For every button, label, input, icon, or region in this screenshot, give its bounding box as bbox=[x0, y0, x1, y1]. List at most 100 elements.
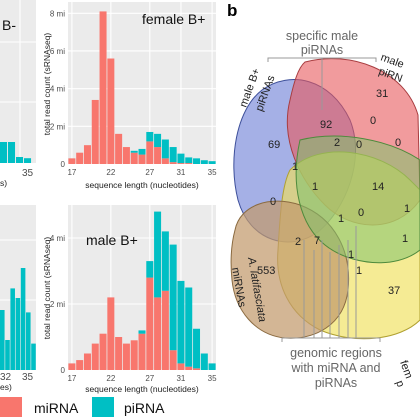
venn-set-overlap-green bbox=[295, 135, 420, 264]
male-bar-pirna-33 bbox=[193, 328, 201, 369]
male-bar-mirna-30 bbox=[169, 350, 177, 370]
venn-count-1-b: 1 bbox=[312, 181, 318, 193]
male-bar-mirna-32 bbox=[185, 366, 193, 370]
left-top-bar-0 bbox=[0, 142, 8, 163]
male-bar-mirna-19 bbox=[83, 353, 91, 370]
female-bar-pirna-30 bbox=[169, 147, 177, 163]
legend-swatch-pirna bbox=[92, 397, 114, 417]
left-bottom-bar-0 bbox=[0, 310, 5, 370]
male-bar-pirna-28 bbox=[154, 211, 162, 298]
female-bar-mirna-19 bbox=[83, 145, 91, 164]
female-chart-title: female B+ bbox=[142, 11, 205, 27]
left-top-bar-2 bbox=[16, 157, 24, 163]
female-y-tick-2: 4 mi bbox=[50, 85, 65, 94]
left-top-bar-1 bbox=[8, 142, 16, 163]
female-bar-pirna-27 bbox=[146, 131, 154, 142]
venn-count-0-c: 0 bbox=[395, 137, 401, 149]
female-bar-mirna-27 bbox=[146, 141, 154, 164]
venn-note-specific-male-2: piRNAs bbox=[301, 43, 343, 57]
female-bar-pirna-35 bbox=[208, 161, 216, 164]
female-x-tick-2: 27 bbox=[145, 168, 154, 177]
female-bar-mirna-23 bbox=[115, 133, 123, 164]
male-y-tick-0: 0 bbox=[61, 366, 66, 375]
male-bar-pirna-27 bbox=[146, 261, 154, 278]
left-top-bar-3 bbox=[24, 158, 32, 163]
male-bar-pirna-32 bbox=[185, 287, 193, 367]
chart-female-b-plus: 0 2 mi 4 mi 6 mi 8 mi 17 22 27 31 35 female B+ s… bbox=[42, 2, 217, 190]
female-x-tick-0: 17 bbox=[67, 168, 76, 177]
panel-label-b: b bbox=[227, 1, 237, 20]
male-x-axis-title: sequence length (nucleotides) bbox=[85, 384, 199, 394]
female-bars bbox=[68, 11, 216, 164]
female-bar-mirna-17 bbox=[68, 158, 76, 164]
male-bar-mirna-21 bbox=[99, 333, 107, 370]
male-bar-pirna-34 bbox=[200, 353, 208, 370]
venn-note-bottom-2: with miRNA and bbox=[291, 361, 381, 375]
female-bar-mirna-29 bbox=[161, 158, 169, 164]
male-bar-mirna-25 bbox=[130, 340, 138, 370]
left-bottom-xtick-35: 35 bbox=[22, 372, 34, 383]
female-y-tick-1: 2 mi bbox=[50, 122, 65, 131]
female-bar-pirna-33 bbox=[193, 158, 201, 164]
legend-label-mirna: miRNA bbox=[34, 400, 79, 416]
venn-label-fem: fem bbox=[397, 359, 415, 380]
venn-count-1-e: 1 bbox=[402, 233, 408, 245]
male-x-tick-0: 17 bbox=[67, 374, 76, 383]
female-bar-mirna-22 bbox=[107, 58, 115, 164]
left-bottom-bar-2 bbox=[10, 288, 15, 370]
male-bar-pirna-26 bbox=[138, 330, 146, 334]
venn-count-37: 37 bbox=[388, 285, 400, 297]
chart-male-b-plus: 0 2 mi 4 mi 17 22 27 31 35 male B+ sequence le… bbox=[42, 205, 217, 394]
female-bar-mirna-31 bbox=[177, 163, 185, 164]
venn-count-0-b: 0 bbox=[356, 139, 362, 151]
female-bar-pirna-26 bbox=[138, 148, 146, 155]
female-bar-pirna-32 bbox=[185, 157, 193, 164]
venn-count-92: 92 bbox=[320, 119, 332, 131]
venn-count-553: 553 bbox=[257, 265, 275, 277]
female-x-tick-1: 22 bbox=[106, 168, 115, 177]
female-bar-mirna-30 bbox=[169, 162, 177, 164]
male-x-tick-4: 35 bbox=[208, 374, 217, 383]
venn-count-0-d: 0 bbox=[270, 196, 276, 208]
female-bar-mirna-25 bbox=[130, 152, 138, 164]
venn-count-7: 7 bbox=[314, 235, 320, 247]
left-bottom-xtick-32: 32 bbox=[0, 372, 12, 383]
male-y-tick-1: 2 mi bbox=[50, 300, 65, 309]
male-x-tick-1: 22 bbox=[106, 374, 115, 383]
male-bar-mirna-33 bbox=[193, 368, 201, 370]
legend-label-pirna: piRNA bbox=[124, 400, 165, 416]
venn-label-fem-2: p bbox=[393, 379, 406, 389]
female-bar-pirna-31 bbox=[177, 153, 185, 164]
male-bar-mirna-31 bbox=[177, 363, 185, 370]
male-bars bbox=[68, 211, 216, 370]
female-bar-mirna-24 bbox=[122, 147, 130, 164]
venn-count-1-a: 1 bbox=[292, 161, 298, 173]
left-top-partial-panel: B- 35 s) bbox=[0, 0, 36, 188]
venn-count-1-d: 1 bbox=[338, 213, 344, 225]
female-bar-mirna-21 bbox=[99, 11, 107, 164]
left-bottom-bar-3 bbox=[15, 298, 21, 370]
left-bottom-partial-panel: 32 35 es) bbox=[0, 205, 36, 392]
female-y-tick-0: 0 bbox=[61, 160, 66, 169]
venn-count-31: 31 bbox=[376, 88, 388, 100]
male-y-axis-title: total read count (sRNAseq) bbox=[42, 237, 52, 340]
legend: miRNA piRNA bbox=[0, 397, 165, 417]
female-x-axis-title: sequence length (nucleotides) bbox=[85, 180, 199, 190]
male-bar-mirna-17 bbox=[68, 363, 76, 370]
male-bar-mirna-28 bbox=[154, 297, 162, 370]
venn-count-0-e: 0 bbox=[358, 207, 364, 219]
venn-diagram: b male B+ piRNAs male piRN A. latifascia… bbox=[227, 1, 420, 390]
female-bar-mirna-20 bbox=[91, 99, 99, 164]
venn-count-1-g: 1 bbox=[356, 265, 362, 277]
left-bottom-bar-5 bbox=[26, 312, 31, 370]
male-bar-mirna-23 bbox=[115, 337, 123, 370]
venn-note-specific-male: specific male bbox=[286, 29, 358, 43]
female-y-axis-title: total read count (sRNAseq) bbox=[42, 33, 52, 136]
left-top-panel-title: B- bbox=[2, 17, 16, 33]
venn-count-1-f: 1 bbox=[348, 249, 354, 261]
venn-count-2-b: 2 bbox=[295, 236, 301, 248]
male-bar-mirna-24 bbox=[122, 343, 130, 370]
venn-count-69: 69 bbox=[268, 139, 280, 151]
venn-count-0-a: 0 bbox=[370, 115, 376, 127]
venn-count-14: 14 bbox=[372, 181, 384, 193]
